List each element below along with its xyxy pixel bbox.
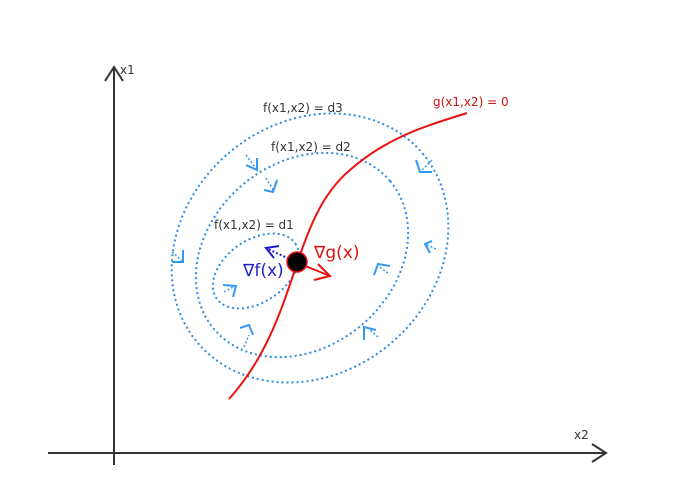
- constraint-label: g(x1,x2) = 0: [433, 95, 509, 109]
- contour-d2: [194, 151, 410, 359]
- x-axis-arrowhead: [591, 443, 608, 463]
- y-axis-arrowhead: [104, 65, 124, 82]
- arrow-d2-top: [263, 177, 278, 194]
- grad-g-label: ∇g(x): [313, 243, 360, 263]
- arrow-d3-bottom-right: [363, 325, 379, 340]
- contours: [170, 112, 450, 384]
- contour-arrows: [171, 154, 437, 348]
- contour-d3: [170, 112, 450, 384]
- arrow-d2-right: [373, 262, 391, 276]
- contour-label-d1: f(x1,x2) = d1: [214, 218, 294, 232]
- arrow-d1-left: [222, 284, 238, 298]
- axes: x2 x1: [48, 63, 608, 465]
- arrow-d3-top: [245, 154, 258, 172]
- constraint-curve: [228, 112, 468, 400]
- contour-label-d3: f(x1,x2) = d3: [263, 101, 343, 115]
- contour-d1: [211, 232, 301, 310]
- arrow-d3-right: [423, 240, 437, 254]
- x-axis-label: x2: [574, 428, 589, 442]
- grad-f-label: ∇f(x): [242, 261, 284, 281]
- arrow-d3-left: [171, 250, 184, 263]
- contour-label-d2: f(x1,x2) = d2: [271, 140, 351, 154]
- tangency-point: [286, 251, 308, 273]
- arrow-d3-upper-right: [415, 159, 433, 173]
- y-axis-label: x1: [120, 63, 135, 77]
- arrow-d3-bottom-left: [239, 323, 254, 348]
